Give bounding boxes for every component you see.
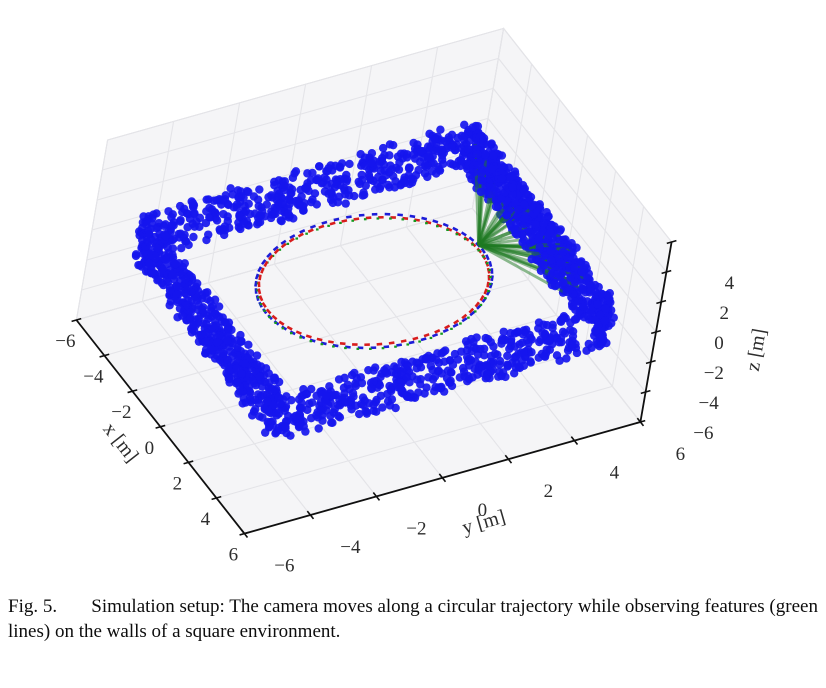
- figure-caption-label: Fig. 5.: [8, 596, 58, 617]
- figure-plot-area: [0, 0, 826, 578]
- figure-caption-text: Simulation setup: The camera moves along…: [8, 596, 818, 643]
- figure-caption: Fig. 5. Simulation setup: The camera move…: [0, 578, 826, 645]
- simulation-3d-scatter-plot: [0, 0, 826, 578]
